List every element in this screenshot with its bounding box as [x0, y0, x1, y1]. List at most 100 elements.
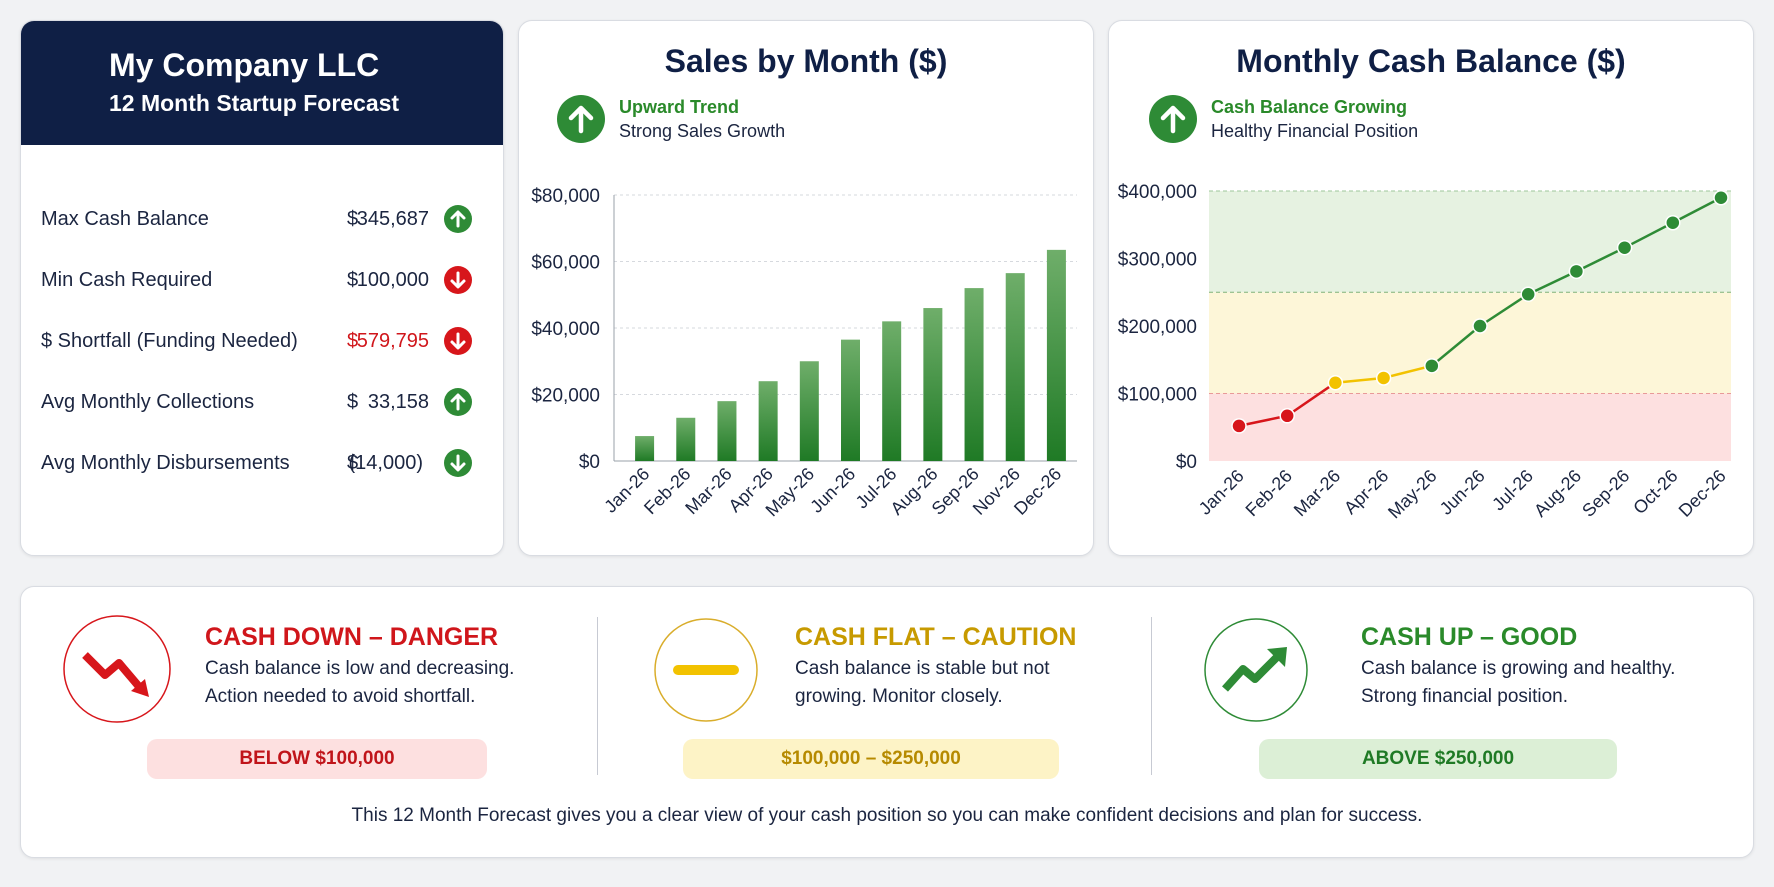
metric-shortfall: $ Shortfall (Funding Needed) $ 579,795: [41, 321, 491, 361]
divider: [1151, 617, 1152, 775]
arrow-down-icon: [444, 327, 472, 355]
bar-mar-26: [717, 401, 737, 461]
trend-indicator: Cash Balance Growing Healthy Financial P…: [1149, 95, 1418, 143]
x-tick-label: Dec-26: [1675, 466, 1730, 521]
chart-title: Monthly Cash Balance ($): [1236, 43, 1626, 79]
metric-value: 579,795: [356, 329, 429, 352]
threshold-band-0: [1209, 393, 1731, 461]
threshold-pill-danger: BELOW $100,000: [147, 739, 487, 779]
point-may-26: [1424, 358, 1440, 374]
threshold-band-2: [1209, 191, 1731, 293]
point-jan-26: [1231, 418, 1247, 434]
arrow-down-icon: [444, 449, 472, 477]
metric-label: Min Cash Required: [41, 268, 213, 291]
point-sep-26: [1616, 239, 1633, 256]
x-tick-label: Sep-26: [1578, 466, 1633, 521]
bar-jun-26: [841, 339, 860, 461]
y-tick-label: $100,000: [1118, 385, 1197, 406]
trend-up-icon: [1204, 618, 1308, 722]
arrow-up-icon: [1149, 95, 1197, 143]
y-tick-label: $300,000: [1118, 250, 1197, 271]
legend-desc-good: Cash balance is growing and healthy. Str…: [1361, 658, 1676, 707]
metric-max-cash-balance: Max Cash Balance $ 345,687: [41, 199, 491, 239]
sales-chart-card: Sales by Month ($) Upward Trend Strong S…: [518, 20, 1094, 556]
metric-label: $ Shortfall (Funding Needed): [41, 329, 298, 352]
series-segment: [1672, 196, 1722, 224]
metric-currency: $: [347, 390, 359, 413]
summary-header: My Company LLC 12 Month Startup Forecast: [21, 21, 503, 145]
cash-line-chart: $0 $100,000 $200,000 $300,000 $400,000 Jan-26…: [1118, 182, 1731, 523]
trend-heading: Upward Trend: [619, 96, 740, 117]
y-tick-label: $80,000: [531, 186, 600, 207]
trend-subtext: Healthy Financial Position: [1211, 120, 1419, 141]
bar-jul-26: [882, 321, 902, 461]
metric-currency: $: [347, 268, 359, 291]
x-tick-label: Jun-26: [1436, 466, 1489, 519]
series-segment: [1624, 221, 1674, 249]
bar-apr-26: [758, 381, 778, 461]
trend-indicator: Upward Trend Strong Sales Growth: [557, 95, 785, 143]
metric-currency: $: [347, 207, 359, 230]
y-tick-label: $200,000: [1118, 317, 1197, 338]
chart-title: Sales by Month ($): [664, 43, 948, 79]
company-name: My Company LLC: [109, 47, 380, 83]
x-tick-label: Jan-26: [1195, 466, 1248, 519]
y-tick-label: $400,000: [1118, 182, 1197, 203]
cash-chart-card: Monthly Cash Balance ($) Cash Balance Gr…: [1108, 20, 1754, 556]
bar-aug-26: [923, 308, 943, 461]
point-dec-26: [1713, 190, 1729, 206]
trend-heading: Cash Balance Growing: [1211, 96, 1408, 117]
bar-nov-26: [1005, 273, 1025, 461]
arrow-up-icon: [444, 205, 472, 233]
legend-desc-danger: Cash balance is low and decreasing. Acti…: [205, 658, 515, 707]
point-feb-26: [1279, 408, 1295, 424]
series-segment: [1286, 381, 1337, 417]
threshold-pill-caution: $100,000 – $250,000: [683, 739, 1059, 779]
x-tick-label: Oct-26: [1629, 466, 1681, 518]
x-tick-label: May-26: [1384, 466, 1441, 523]
legend-title-danger: CASH DOWN – DANGER: [205, 623, 499, 651]
metric-avg-collections: Avg Monthly Collections $ 33,158: [41, 382, 491, 422]
point-mar-26: [1327, 374, 1344, 391]
series-segment: [1575, 246, 1626, 273]
series-segment: [1431, 325, 1481, 367]
metric-value: 33,158: [367, 390, 429, 413]
legend-desc-caution: Cash balance is stable but not growing. …: [795, 658, 1050, 707]
arrow-up-icon: [557, 95, 605, 143]
metric-currency: $: [347, 451, 359, 474]
metric-label: Avg Monthly Disbursements: [41, 451, 290, 474]
metric-value: (14,000): [348, 451, 424, 474]
metric-value: 345,687: [356, 207, 429, 230]
status-legend-card: CASH DOWN – DANGER Cash balance is low a…: [20, 586, 1754, 858]
metric-currency: $: [347, 329, 359, 352]
y-tick-label: $20,000: [531, 386, 600, 407]
metric-avg-disbursements: Avg Monthly Disbursements $ (14,000): [41, 443, 491, 483]
arrow-up-icon: [444, 388, 472, 416]
point-jul-26: [1520, 286, 1536, 303]
divider: [597, 617, 598, 775]
y-tick-label: $0: [579, 452, 600, 473]
summary-card: My Company LLC 12 Month Startup Forecast…: [20, 20, 504, 556]
x-tick-label: Dec-26: [1010, 464, 1065, 519]
x-tick-label: Apr-26: [1340, 466, 1392, 518]
threshold-pill-good: ABOVE $250,000: [1259, 739, 1617, 779]
legend-title-good: CASH UP – GOOD: [1361, 623, 1578, 651]
bar-feb-26: [676, 417, 696, 461]
point-aug-26: [1568, 263, 1585, 280]
point-oct-26: [1665, 214, 1681, 231]
arrow-down-icon: [444, 266, 472, 294]
metric-label: Max Cash Balance: [41, 207, 209, 230]
series-segment: [1335, 376, 1384, 384]
bar-jan-26: [635, 436, 655, 461]
trend-subtext: Strong Sales Growth: [619, 120, 786, 141]
metric-label: Avg Monthly Collections: [41, 390, 255, 413]
sales-bar-chart: $0$20,000$40,000$60,000$80,000Jan-26Feb-…: [531, 186, 1077, 520]
trend-down-icon: [63, 615, 171, 723]
x-tick-label: Feb-26: [1242, 466, 1296, 520]
y-tick-label: $60,000: [531, 253, 600, 274]
series-segment: [1527, 270, 1577, 296]
point-jun-26: [1472, 318, 1488, 334]
bar-sep-26: [964, 288, 984, 461]
x-tick-label: Mar-26: [681, 464, 735, 518]
bar-may-26: [799, 361, 819, 461]
